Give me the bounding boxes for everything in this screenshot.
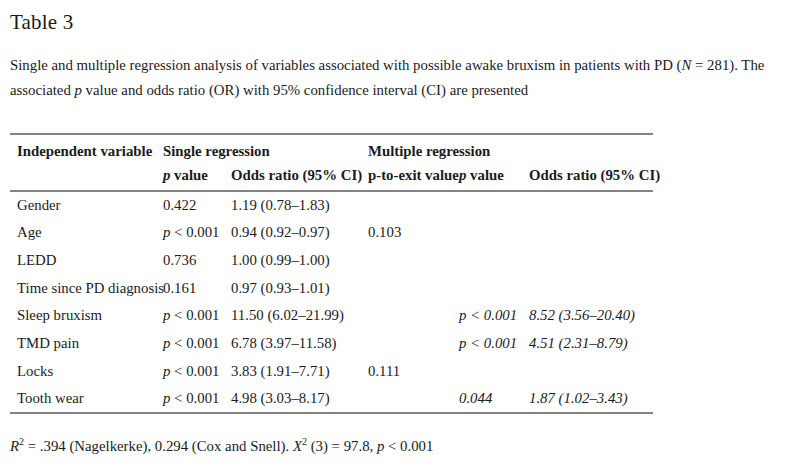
- data-cell: p < 0.001: [459, 302, 529, 330]
- data-cell: p < 0.001: [459, 330, 529, 358]
- table-row: Gender0.4221.19 (0.78–1.83): [10, 191, 653, 219]
- data-cell: 4.51 (2.31–8.79): [529, 330, 653, 358]
- data-cell: [459, 247, 529, 275]
- data-cell: [368, 247, 459, 275]
- data-cell: 3.83 (1.91–7.71): [231, 358, 368, 386]
- regression-table: Independent variable Single regression M…: [10, 133, 653, 414]
- header-single-regression: Single regression: [163, 134, 368, 164]
- data-cell: 1.87 (1.02–3.43): [529, 385, 653, 413]
- paper-page: Table 3 Single and multiple regression a…: [0, 0, 800, 471]
- data-cell: 0.044: [459, 385, 529, 413]
- data-cell: [459, 274, 529, 302]
- row-label: Gender: [10, 191, 163, 219]
- data-cell: 11.50 (6.02–21.99): [231, 302, 368, 330]
- row-label: TMD pain: [10, 330, 163, 358]
- data-cell: 0.161: [163, 274, 231, 302]
- table-body: Gender0.4221.19 (0.78–1.83)Agep < 0.0010…: [10, 191, 653, 413]
- data-cell: 0.736: [163, 247, 231, 275]
- data-cell: [529, 219, 653, 247]
- data-cell: [368, 191, 459, 219]
- data-cell: [529, 358, 653, 386]
- header-single-odds-ratio: Odds ratio (95% CI): [231, 164, 368, 191]
- table-header: Independent variable Single regression M…: [10, 134, 653, 191]
- table-title: Table 3: [10, 10, 790, 35]
- data-cell: [459, 219, 529, 247]
- data-cell: 6.78 (3.97–11.58): [231, 330, 368, 358]
- row-label: Locks: [10, 358, 163, 386]
- table-row: Agep < 0.0010.94 (0.92–0.97)0.103: [10, 219, 653, 247]
- data-cell: 0.111: [368, 358, 459, 386]
- data-cell: [459, 358, 529, 386]
- header-p-to-exit: p-to-exit value: [368, 164, 459, 191]
- data-cell: [368, 330, 459, 358]
- row-label: Time since PD diagnosis: [10, 274, 163, 302]
- data-cell: [368, 302, 459, 330]
- row-label: LEDD: [10, 247, 163, 275]
- table-footnote: R2 = .394 (Nagelkerke), 0.294 (Cox and S…: [10, 438, 790, 455]
- table-row: TMD painp < 0.0016.78 (3.97–11.58)p < 0.…: [10, 330, 653, 358]
- data-cell: [529, 274, 653, 302]
- row-label: Tooth wear: [10, 385, 163, 413]
- data-cell: [368, 385, 459, 413]
- data-cell: p < 0.001: [163, 385, 231, 413]
- data-cell: 1.19 (0.78–1.83): [231, 191, 368, 219]
- table-row: Sleep bruxismp < 0.00111.50 (6.02–21.99)…: [10, 302, 653, 330]
- table-caption: Single and multiple regression analysis …: [10, 53, 794, 103]
- header-multiple-regression: Multiple regression: [368, 134, 653, 164]
- data-cell: 4.98 (3.03–8.17): [231, 385, 368, 413]
- table-row: LEDD0.7361.00 (0.99–1.00): [10, 247, 653, 275]
- header-independent-variable: Independent variable: [10, 134, 163, 164]
- table-row: Time since PD diagnosis0.1610.97 (0.93–1…: [10, 274, 653, 302]
- data-cell: [529, 191, 653, 219]
- header-multiple-p-value: p value: [459, 164, 529, 191]
- data-cell: 1.00 (0.99–1.00): [231, 247, 368, 275]
- data-cell: p < 0.001: [163, 219, 231, 247]
- header-sub-row: p value Odds ratio (95% CI) p-to-exit va…: [10, 164, 653, 191]
- data-cell: [459, 191, 529, 219]
- header-group-row: Independent variable Single regression M…: [10, 134, 653, 164]
- data-cell: 8.52 (3.56–20.40): [529, 302, 653, 330]
- data-cell: 0.94 (0.92–0.97): [231, 219, 368, 247]
- data-cell: p < 0.001: [163, 330, 231, 358]
- data-cell: 0.103: [368, 219, 459, 247]
- data-cell: [368, 274, 459, 302]
- row-label: Age: [10, 219, 163, 247]
- table-row: Locksp < 0.0013.83 (1.91–7.71)0.111: [10, 358, 653, 386]
- data-cell: 0.97 (0.93–1.01): [231, 274, 368, 302]
- header-empty: [10, 164, 163, 191]
- data-cell: [529, 247, 653, 275]
- data-cell: p < 0.001: [163, 302, 231, 330]
- data-cell: p < 0.001: [163, 358, 231, 386]
- data-cell: 0.422: [163, 191, 231, 219]
- header-single-p-value: p value: [163, 164, 231, 191]
- table-row: Tooth wearp < 0.0014.98 (3.03–8.17) 0.044…: [10, 385, 653, 413]
- row-label: Sleep bruxism: [10, 302, 163, 330]
- header-multiple-odds-ratio: Odds ratio (95% CI): [529, 164, 653, 191]
